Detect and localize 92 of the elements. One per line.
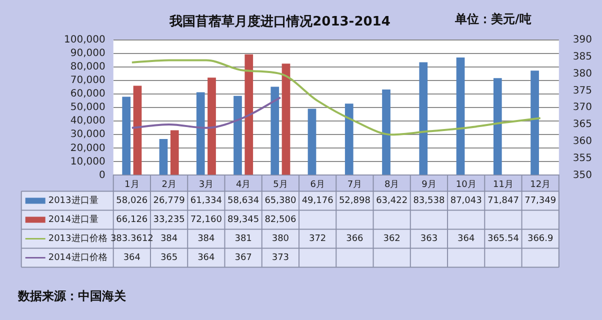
- bar: [308, 108, 316, 175]
- bar: [419, 62, 428, 175]
- data-label: 365: [160, 253, 178, 264]
- data-label: 380: [272, 234, 290, 244]
- x-tick-label: 12月: [530, 180, 551, 190]
- x-tick-label: 1月: [124, 180, 140, 190]
- y-tick-label: 60,000: [70, 88, 106, 100]
- line-series: [130, 96, 282, 129]
- legend-label: 2014进口价格: [48, 252, 108, 264]
- bar: [493, 78, 502, 175]
- bar: [282, 64, 290, 175]
- x-tick-label: 7月: [347, 180, 362, 190]
- bar: [382, 89, 390, 175]
- data-label: 89,345: [228, 215, 260, 226]
- data-label: 372: [308, 234, 326, 244]
- data-label: 52,898: [338, 196, 371, 206]
- bar: [159, 138, 168, 175]
- data-label: 33,235: [153, 215, 185, 226]
- data-label: 362: [383, 234, 400, 244]
- data-label: 72,160: [190, 215, 222, 226]
- x-tick-label: 5月: [273, 180, 288, 190]
- legend-label: 2013进口价格: [48, 233, 108, 244]
- data-label: 49,176: [302, 196, 334, 206]
- y-tick-label: 90,000: [70, 48, 106, 60]
- bar: [244, 54, 254, 175]
- y-tick-label: 0: [98, 170, 106, 181]
- data-label: 65,380: [264, 196, 296, 206]
- y2-tick-label: 375: [572, 85, 592, 96]
- bar: [344, 104, 354, 175]
- data-label: 363: [420, 234, 438, 244]
- x-tick-label: 4月: [236, 180, 251, 190]
- x-tick-label: 3月: [198, 180, 214, 190]
- data-label: 373: [272, 253, 290, 264]
- bar: [530, 70, 539, 175]
- y2-tick-label: 365: [572, 119, 592, 130]
- x-tick-label: 10月: [456, 180, 476, 190]
- y2-tick-label: 370: [572, 102, 592, 114]
- y-tick-label: 20,000: [70, 142, 106, 154]
- data-label: 364: [123, 253, 141, 264]
- x-tick-label: 8月: [384, 180, 400, 190]
- y-tick-label: 80,000: [70, 62, 106, 73]
- y2-axis-title: 单位：美元/吨: [454, 12, 532, 26]
- chart-title: 我国苜蓿草月度进口情况2013-2014: [168, 13, 390, 30]
- y-tick-label: 100,000: [64, 34, 106, 46]
- y-tick-label: 40,000: [70, 116, 106, 127]
- data-label: 61,334: [190, 196, 222, 206]
- bar: [170, 130, 179, 175]
- data-label: 87,043: [450, 196, 482, 206]
- y2-tick-label: 350: [572, 170, 592, 181]
- data-label: 58,634: [228, 196, 260, 206]
- bar: [456, 58, 465, 175]
- data-label: 63,422: [376, 196, 408, 206]
- data-label: 364: [198, 253, 216, 264]
- bar: [122, 96, 131, 175]
- y2-tick-label: 355: [572, 152, 592, 164]
- data-label: 82,506: [264, 215, 296, 226]
- x-tick-label: 11月: [492, 180, 514, 190]
- bar: [234, 96, 242, 175]
- y-tick-label: 70,000: [70, 75, 106, 86]
- bar: [270, 86, 280, 175]
- bar: [196, 92, 205, 175]
- source-note: 数据来源：中国海关: [17, 289, 127, 304]
- bar: [208, 78, 216, 175]
- data-label: 58,026: [116, 196, 148, 206]
- y-tick-label: 10,000: [70, 156, 106, 168]
- y2-tick-label: 360: [572, 136, 592, 147]
- y-tick-label: 30,000: [70, 129, 106, 140]
- data-label: 83,538: [413, 196, 445, 206]
- y2-tick-label: 385: [572, 51, 592, 62]
- x-tick-label: 6月: [310, 180, 325, 190]
- data-label: 71,847: [487, 196, 519, 206]
- y-tick-label: 50,000: [70, 102, 106, 114]
- line-series: [130, 59, 542, 136]
- legend-label: 2014进口量: [48, 214, 98, 226]
- y2-tick-label: 390: [572, 34, 592, 46]
- data-label: 383.3612: [110, 234, 154, 244]
- data-label: 384: [160, 234, 178, 244]
- x-tick-label: 2月: [162, 180, 176, 190]
- data-label: 26,779: [153, 196, 186, 206]
- data-label: 367: [234, 253, 252, 264]
- data-label: 365.54: [487, 234, 520, 244]
- data-label: 381: [234, 234, 252, 244]
- data-label: 384: [198, 234, 216, 244]
- data-label: 66,126: [116, 215, 148, 226]
- data-label: 366.9: [527, 234, 554, 244]
- x-tick-label: 9月: [422, 180, 436, 190]
- legend-label: 2013进口量: [48, 195, 98, 206]
- data-label: 366: [346, 234, 364, 244]
- data-label: 364: [457, 234, 475, 244]
- bar: [133, 86, 142, 175]
- data-label: 77,349: [524, 196, 556, 206]
- y2-tick-label: 380: [572, 68, 592, 80]
